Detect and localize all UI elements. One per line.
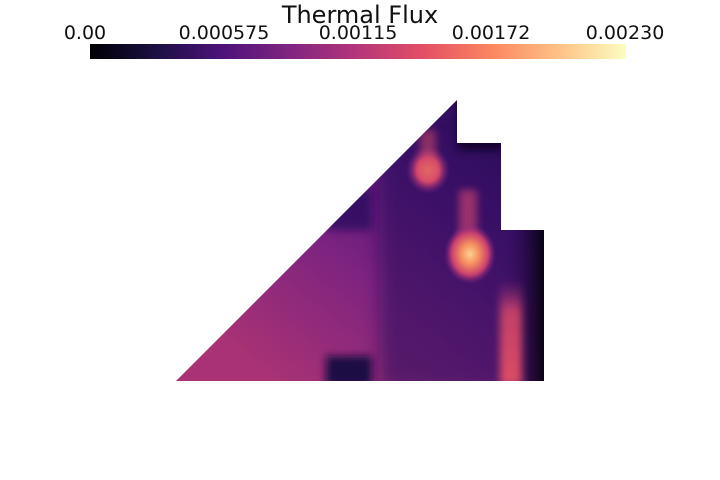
colorbar-title: Thermal Flux	[281, 1, 439, 29]
hotspot-large	[444, 224, 496, 284]
flux-top-right-dark	[458, 100, 504, 150]
colorbar-tick-4: 0.00230	[585, 22, 665, 44]
colorbar	[90, 44, 626, 59]
colorbar-tick-3: 0.00172	[451, 22, 531, 44]
hot-streak-right	[500, 280, 522, 381]
hotspot-small-streak	[420, 130, 436, 180]
colorbar-tick-2: 0.00115	[318, 22, 398, 44]
colorbar-tick-0: 0.00	[63, 22, 107, 44]
colorbar-tick-1: 0.000575	[178, 22, 270, 44]
cold-spot-bottom	[326, 356, 372, 381]
cold-spot-middle	[326, 190, 372, 230]
